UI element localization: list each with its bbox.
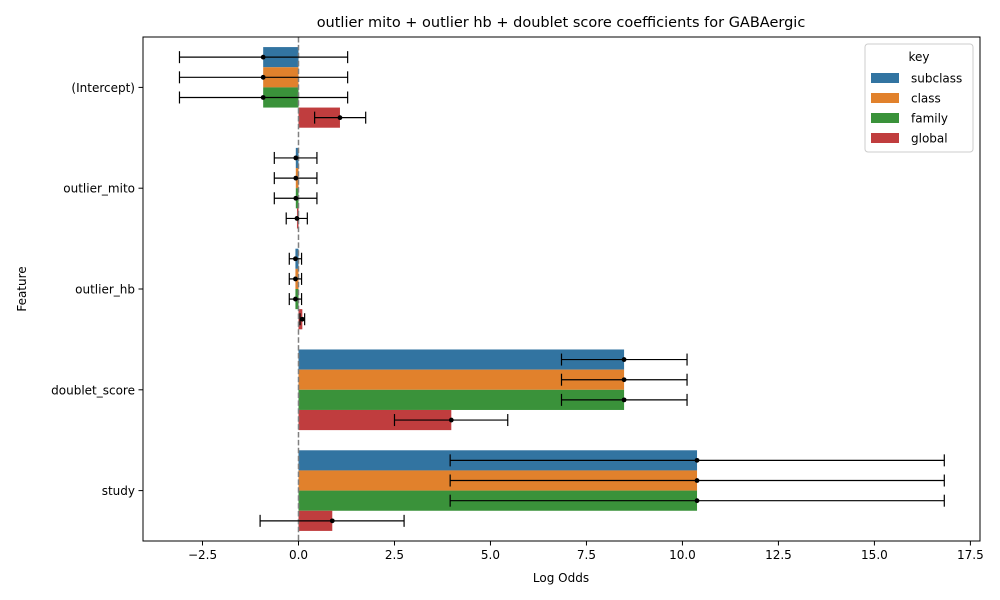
point-subclass-0: [260, 54, 266, 60]
error-bar-family-4: [449, 494, 945, 507]
x-tick-label: 0.0: [289, 548, 308, 562]
point-family-3: [621, 397, 627, 403]
x-tick-label: 15.0: [861, 548, 888, 562]
point-global-1: [294, 216, 300, 221]
point-subclass-1: [293, 155, 299, 161]
legend-swatch: [871, 93, 899, 103]
bar-family-3: [298, 389, 625, 410]
error-bar-global-4: [259, 514, 405, 527]
point-family-4: [694, 498, 700, 504]
error-bar-global-0: [314, 111, 367, 124]
legend-item-class: class: [871, 92, 941, 106]
y-tick-label: outlier_hb: [75, 283, 135, 297]
y-tick-label: outlier_mito: [63, 182, 135, 196]
legend-item-family: family: [871, 112, 948, 126]
point-subclass-3: [621, 357, 627, 362]
bar-subclass-3: [298, 349, 625, 370]
x-tick-label: 5.0: [481, 548, 500, 562]
x-tick-label: 2.5: [385, 548, 404, 562]
error-bar-class-3: [560, 373, 688, 386]
point-family-0: [260, 95, 266, 100]
x-tick-label: 12.5: [765, 548, 792, 562]
error-bar-class-1: [273, 172, 318, 185]
point-family-2: [293, 296, 298, 302]
error-bar-subclass-4: [449, 454, 945, 467]
point-global-2: [299, 316, 305, 322]
y-tick-label: doublet_score: [51, 383, 135, 397]
y-tick-label: (Intercept): [71, 81, 135, 95]
error-bar-global-2: [299, 313, 306, 326]
legend-swatch: [871, 133, 899, 143]
plot-area: −2.5 0.0 2.5 5.0 7.5 10.0 12.5 15.0 17.5 (Interce…: [51, 36, 984, 562]
point-global-0: [337, 115, 343, 121]
legend-label: subclass: [911, 72, 962, 86]
legend-item-subclass: subclass: [871, 72, 962, 86]
point-class-0: [260, 74, 266, 80]
legend-label: class: [911, 92, 941, 106]
error-bar-family-0: [178, 91, 349, 104]
legend-title: key: [908, 50, 929, 64]
legend-item-global: global: [871, 132, 948, 146]
point-subclass-2: [293, 256, 298, 262]
point-class-4: [694, 478, 700, 483]
error-bar-global-3: [393, 414, 509, 427]
chart-title: outlier mito + outlier hb + doublet scor…: [317, 15, 806, 31]
error-bar-subclass-2: [288, 252, 303, 265]
error-bar-subclass-1: [273, 151, 318, 164]
x-tick-label: 10.0: [669, 548, 696, 562]
error-bar-subclass-0: [178, 51, 349, 64]
bar-class-3: [298, 369, 625, 390]
legend-label: global: [911, 132, 948, 146]
y-axis-title: Feature: [15, 266, 29, 311]
error-bar-class-0: [178, 71, 349, 84]
x-tick-label: 17.5: [957, 548, 984, 562]
y-tick-label: study: [102, 484, 135, 498]
error-bar-global-1: [285, 212, 308, 225]
x-tick-label: −2.5: [188, 548, 217, 562]
point-family-1: [293, 195, 299, 201]
legend: key subclass class family global: [864, 43, 974, 153]
point-class-1: [293, 175, 299, 181]
point-class-2: [293, 276, 298, 282]
error-bar-class-4: [449, 474, 945, 487]
legend-label: family: [911, 112, 948, 126]
error-bar-family-1: [273, 192, 318, 205]
error-bar-subclass-3: [560, 353, 688, 366]
legend-box: [864, 43, 974, 153]
legend-swatch: [871, 113, 899, 123]
legend-swatch: [871, 73, 899, 83]
x-tick-label: 7.5: [577, 548, 596, 562]
bar-global-3: [298, 409, 452, 431]
point-global-4: [329, 518, 335, 524]
point-global-3: [448, 417, 454, 423]
point-class-3: [621, 377, 627, 383]
x-axis-title: Log Odds: [533, 571, 589, 585]
error-bar-class-2: [288, 272, 303, 285]
error-bar-family-2: [288, 293, 303, 306]
error-bar-family-3: [560, 393, 688, 406]
point-subclass-4: [694, 457, 700, 463]
